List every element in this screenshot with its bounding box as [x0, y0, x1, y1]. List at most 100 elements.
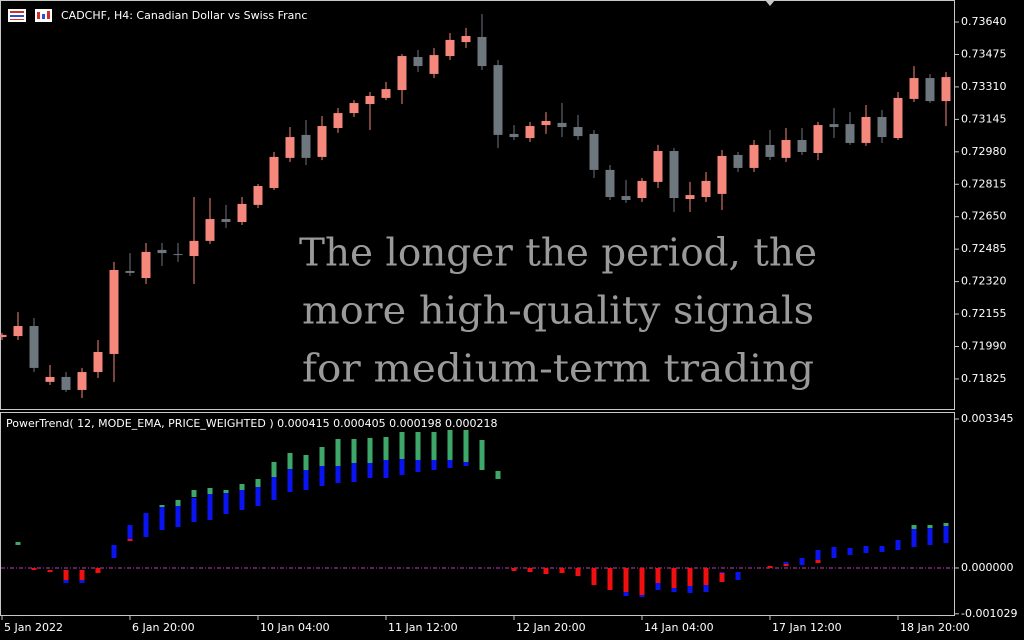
- indicator-bar: [79, 578, 85, 583]
- candle-body: [173, 254, 183, 256]
- y-tick-label: 0.000000: [961, 561, 1014, 574]
- indicator-bar: [351, 438, 357, 463]
- indicator-bar: [63, 578, 69, 583]
- indicator-bar: [367, 463, 373, 478]
- x-tick-label: 6 Jan 20:00: [132, 621, 195, 634]
- indicator-bar: [239, 483, 245, 490]
- y-tick-label: 0.72320: [961, 275, 1007, 288]
- indicator-bar: [543, 567, 549, 574]
- candle-body: [253, 186, 263, 205]
- candle-body: [285, 137, 295, 158]
- overlay-text: more high-quality signals: [302, 289, 814, 333]
- indicator-bar: [431, 459, 437, 470]
- indicator-bar: [511, 567, 517, 571]
- indicator-bar: [703, 567, 709, 585]
- indicator-bar: [159, 507, 165, 530]
- indicator-bar: [175, 499, 181, 506]
- indicator-title: PowerTrend( 12, MODE_EMA, PRICE_WEIGHTED…: [6, 417, 498, 430]
- candle-body: [605, 169, 615, 198]
- indicator-bar: [575, 567, 581, 577]
- indicator-bar: [415, 431, 421, 460]
- indicator-bar: [287, 468, 293, 492]
- candle-body: [13, 326, 23, 337]
- candle-body: [941, 77, 951, 102]
- indicator-bar: [927, 525, 933, 528]
- y-tick-label: 0.72485: [961, 242, 1007, 255]
- indicator-bar: [719, 572, 725, 582]
- x-tick-label: 11 Jan 12:00: [388, 621, 458, 634]
- candle-body: [189, 240, 199, 257]
- indicator-bar: [239, 489, 245, 510]
- main-pane: [0, 0, 955, 410]
- candle-body: [701, 180, 711, 198]
- indicator-bar: [207, 494, 213, 520]
- candle-body: [61, 376, 71, 390]
- candle-body: [653, 151, 663, 182]
- y-tick-label: 0.73640: [961, 15, 1007, 28]
- candle-body: [77, 372, 87, 390]
- indicator-bar: [319, 447, 325, 466]
- candle-body: [0, 334, 7, 338]
- indicator-bar: [767, 565, 773, 568]
- indicator-bar: [191, 497, 197, 522]
- indicator-bar: [943, 522, 949, 526]
- overlay-text: for medium-term trading: [302, 347, 814, 391]
- candle-body: [413, 57, 423, 67]
- indicator-bar: [655, 567, 661, 583]
- y-tick-label: 0.73475: [961, 47, 1007, 60]
- candle-body: [333, 113, 343, 129]
- indicator-bar: [159, 505, 165, 508]
- indicator-pane: [0, 412, 955, 616]
- indicator-bar: [655, 582, 661, 590]
- y-tick-label: 0.71990: [961, 339, 1007, 352]
- indicator-bar: [735, 571, 741, 580]
- candle-body: [29, 326, 39, 368]
- candle-body: [397, 56, 407, 91]
- indicator-bar: [143, 512, 149, 537]
- indicator-bar: [223, 491, 229, 514]
- indicator-bar: [191, 489, 197, 497]
- candle-body: [93, 351, 103, 373]
- indicator-bar: [447, 459, 453, 468]
- chart-icon: [35, 9, 52, 22]
- candle-body: [301, 134, 311, 158]
- candle-body: [589, 133, 599, 170]
- x-tick-label: 18 Jan 20:00: [900, 621, 970, 634]
- candle-body: [157, 249, 167, 254]
- indicator-bar: [623, 567, 629, 592]
- candle-body: [429, 55, 439, 74]
- indicator-bar: [879, 545, 885, 552]
- y-tick-label: 0.72815: [961, 177, 1007, 190]
- indicator-bar: [703, 581, 709, 592]
- candle-body: [205, 219, 215, 241]
- candle-body: [461, 35, 471, 43]
- indicator-bar: [95, 567, 101, 573]
- y-tick-label: -0.001029: [961, 607, 1017, 620]
- indicator-bar: [639, 567, 645, 595]
- y-tick-label: 0.003345: [961, 412, 1014, 425]
- indicator-bar: [127, 538, 133, 541]
- y-tick-label: 0.72980: [961, 145, 1007, 158]
- candle-body: [909, 78, 919, 99]
- candle-body: [45, 376, 55, 382]
- indicator-bar: [863, 545, 869, 553]
- candle-body: [445, 39, 455, 57]
- candle-body: [829, 124, 839, 128]
- candle-body: [749, 144, 759, 168]
- x-tick-label: 12 Jan 20:00: [516, 621, 586, 634]
- indicator-bar: [671, 584, 677, 592]
- y-tick-label: 0.71825: [961, 372, 1007, 385]
- indicator-bar: [911, 525, 917, 529]
- x-tick-label: 5 Jan 2022: [4, 621, 63, 634]
- candle-body: [541, 120, 551, 126]
- candle-body: [845, 124, 855, 143]
- chart-title: CADCHF, H4: Canadian Dollar vs Swiss Fra…: [61, 9, 307, 22]
- indicator-bar: [911, 528, 917, 548]
- candle-body: [349, 103, 359, 114]
- candle-body: [125, 270, 135, 273]
- candle-body: [797, 140, 807, 153]
- x-tick-label: 10 Jan 04:00: [260, 621, 330, 634]
- candle-body: [477, 36, 487, 67]
- indicator-bar: [431, 431, 437, 460]
- candle-body: [237, 203, 247, 223]
